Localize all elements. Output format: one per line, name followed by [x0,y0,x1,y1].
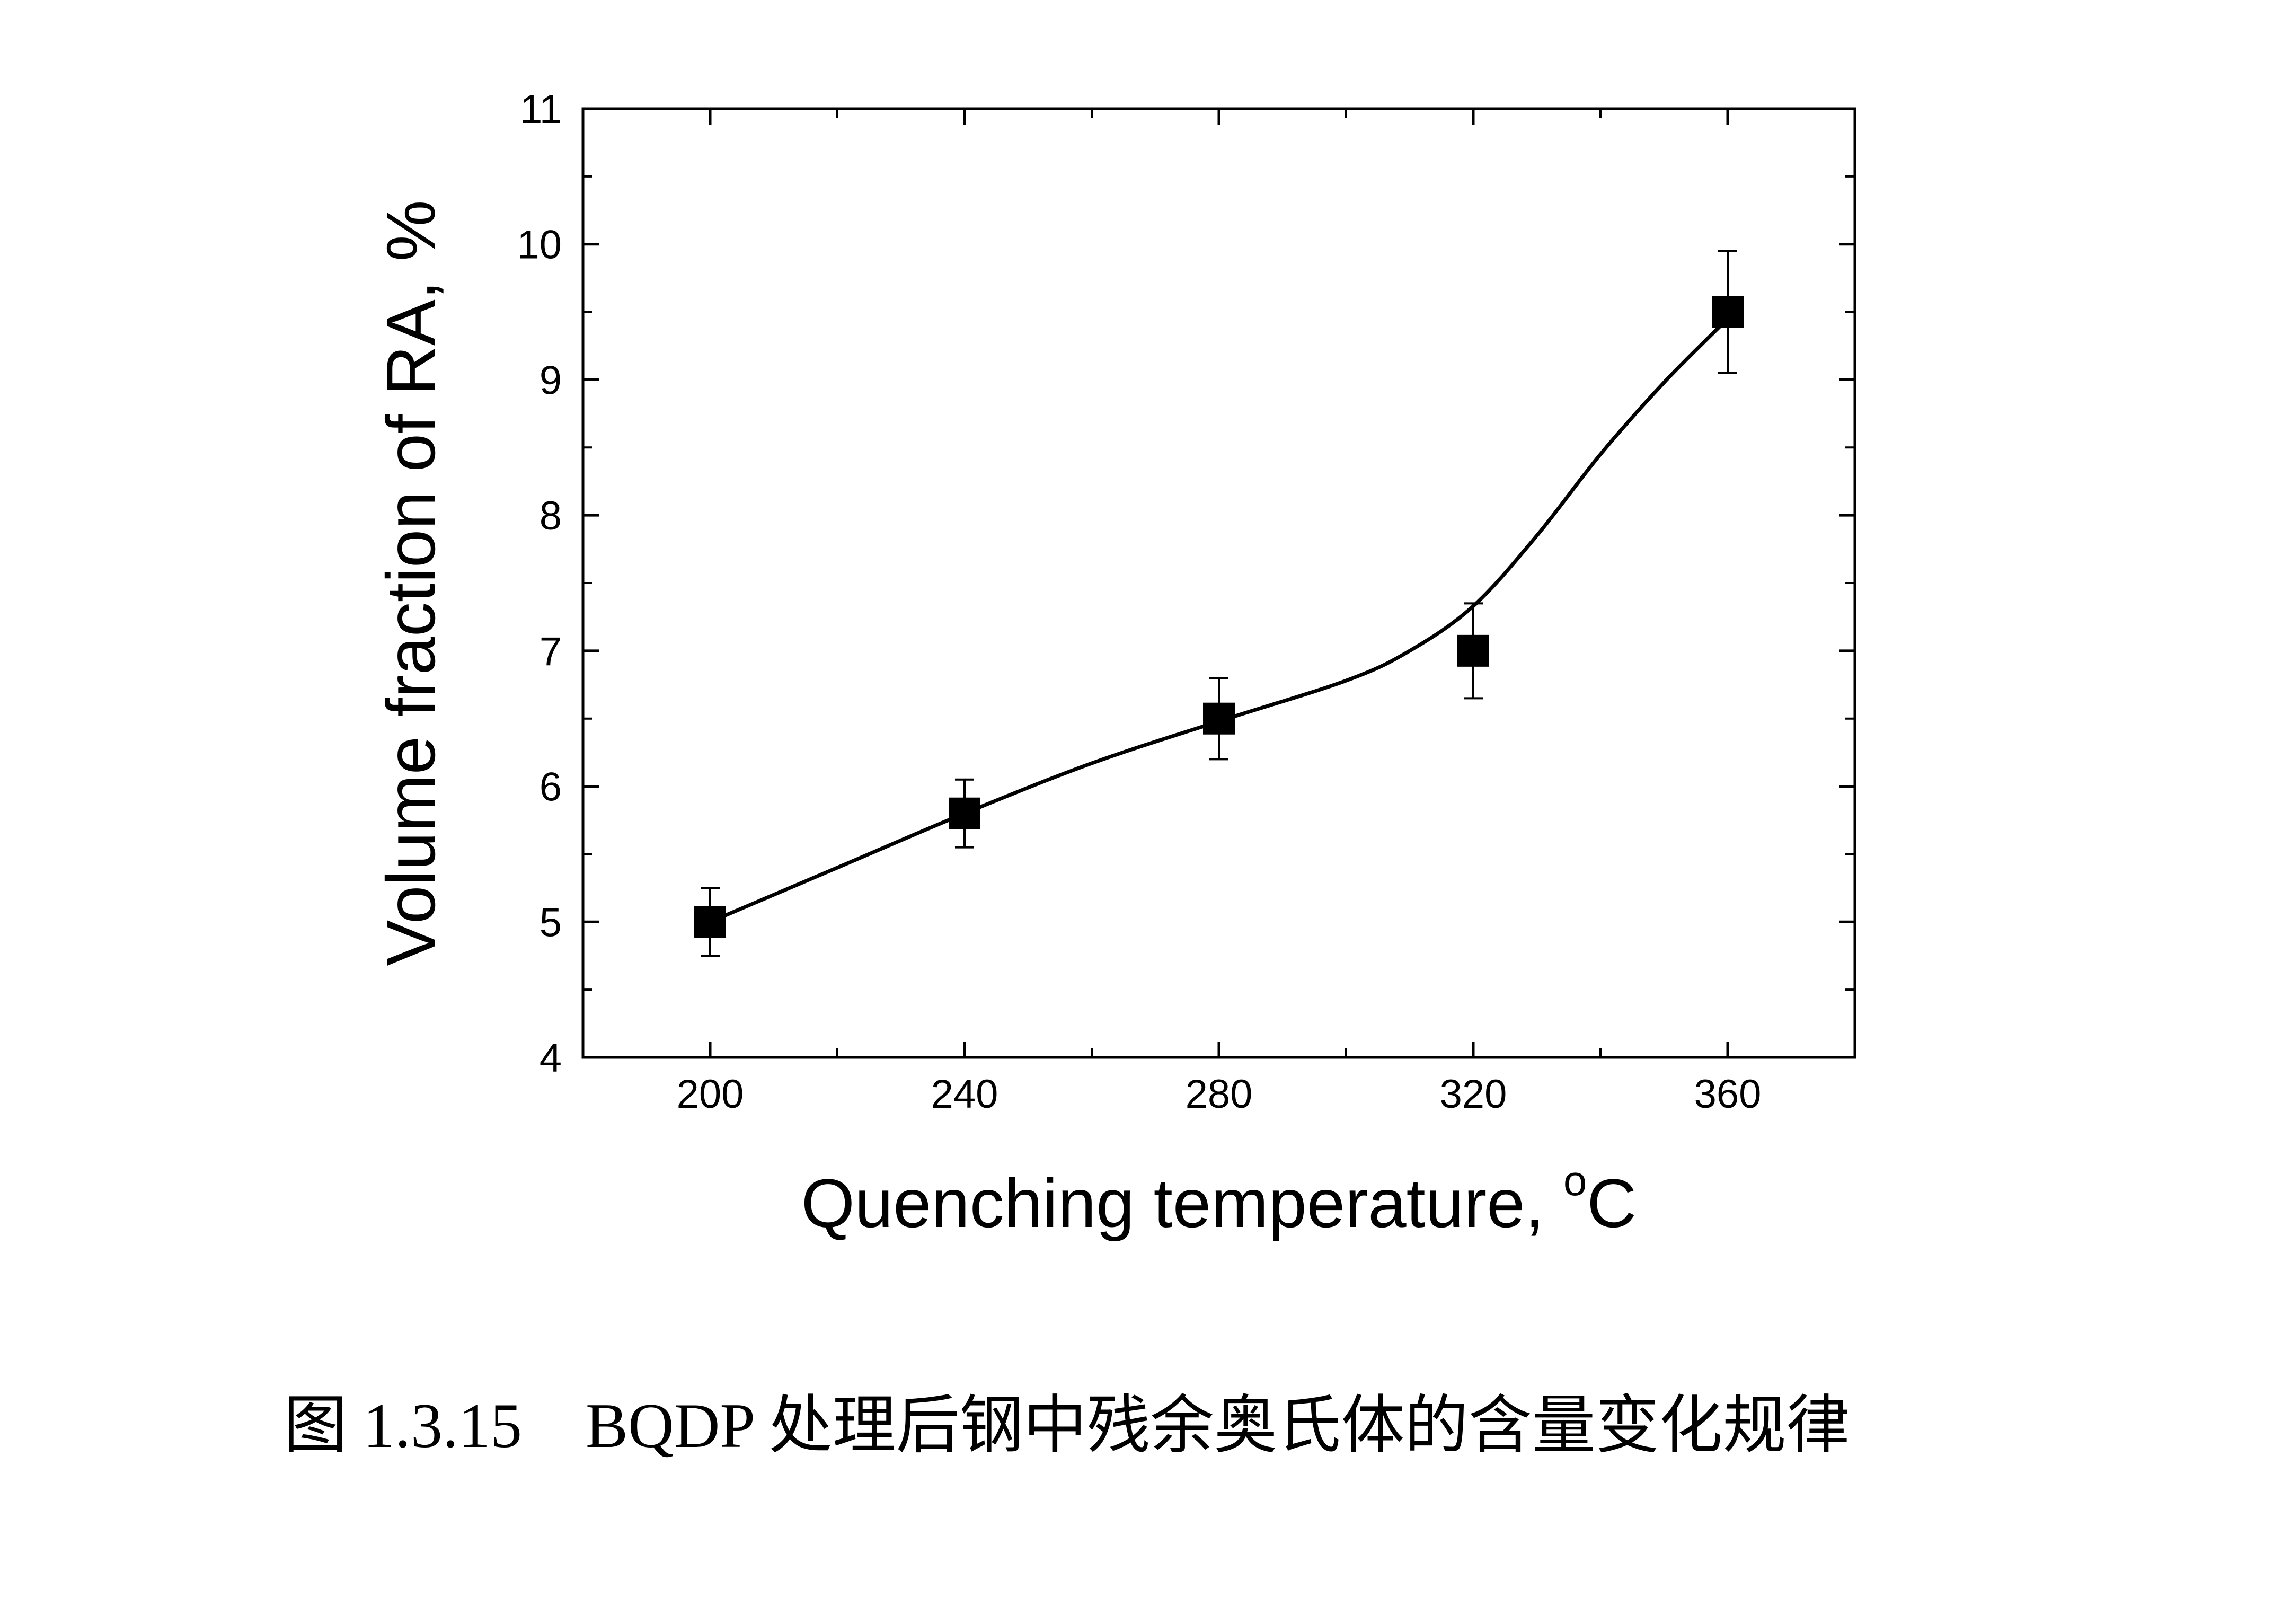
data-markers [694,296,1744,938]
y-tick-label: 8 [539,493,562,539]
data-point [1203,702,1235,735]
y-tick-label: 10 [517,223,562,268]
fit-curve [709,317,1729,924]
data-point [1712,296,1744,328]
axis-ticks [583,107,1855,1059]
tick-labels: 200 240 280 320 360 4 5 6 7 8 9 10 11 [517,87,1761,1117]
x-tick-label: 320 [1440,1072,1507,1117]
figure-caption: 图 1.3.15 BQDP 处理后钢中残余奥氏体的含量变化规律 [284,1390,1850,1461]
x-axis-title-degree: o [1563,1157,1587,1204]
y-tick-label: 11 [520,87,562,132]
y-tick-label: 7 [539,629,562,674]
x-tick-label: 360 [1694,1072,1762,1117]
plot-frame [581,107,1856,1059]
x-axis-title-unit: C [1587,1164,1637,1242]
error-bars [701,250,1737,957]
x-axis-title: Quenching temperature, oC [801,1157,1637,1242]
x-tick-label: 280 [1186,1072,1253,1117]
data-point [1457,634,1489,667]
x-axis-title-text: Quenching temperature, [801,1164,1563,1242]
x-tick-label: 200 [677,1072,744,1117]
y-tick-label: 5 [539,900,562,945]
x-tick-label: 240 [931,1072,998,1117]
data-point [949,797,980,829]
data-point [694,906,726,938]
y-tick-label: 4 [539,1036,562,1081]
y-tick-label: 9 [539,358,562,403]
y-tick-label: 6 [539,765,562,810]
y-axis-title: Volume fraction of RA, % [372,200,449,966]
